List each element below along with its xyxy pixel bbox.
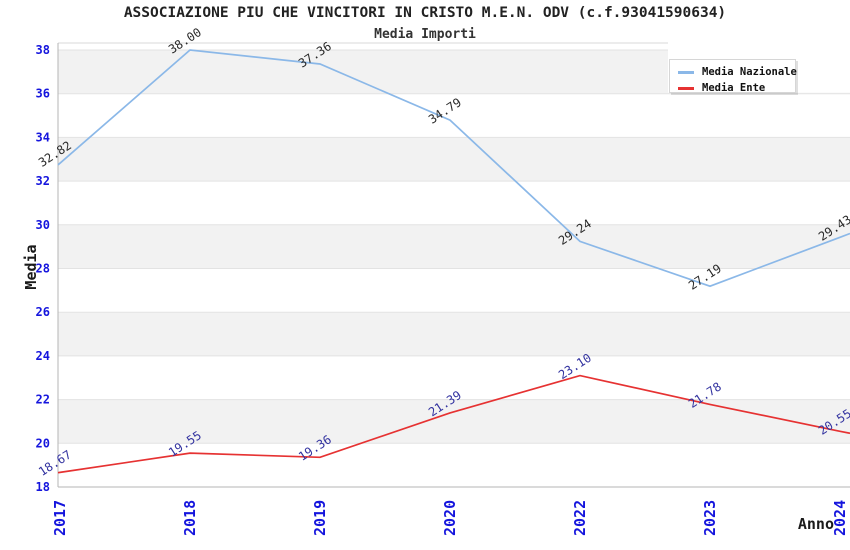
y-tick-label: 20	[36, 436, 50, 450]
y-tick-label: 32	[36, 174, 50, 188]
x-tick-label: 2023	[701, 500, 719, 536]
data-label-media-nazionale: 34.79	[426, 95, 464, 126]
chart-subtitle: Media Importi	[374, 27, 476, 42]
legend-item-media-nazionale: Media Nazionale	[678, 65, 797, 79]
plot-band	[58, 312, 850, 356]
x-tick-label: 2020	[441, 500, 459, 536]
y-tick-label: 28	[36, 262, 50, 276]
x-axis-title: Anno	[798, 515, 834, 533]
legend-swatch-media-ente	[678, 86, 694, 90]
y-axis-title: Media	[22, 244, 40, 289]
x-tick-label: 2022	[571, 500, 589, 536]
x-tick-label: 2024	[831, 500, 849, 536]
series-line-media-nazionale	[57, 49, 850, 288]
x-tick-label: 2018	[181, 500, 199, 536]
y-tick-label: 24	[36, 349, 50, 363]
data-label-media-ente: 18.67	[36, 447, 74, 478]
legend: Media Nazionale Media Ente	[669, 59, 797, 95]
legend-item-media-ente: Media Ente	[678, 81, 795, 95]
legend-label-media-ente: Media Ente	[702, 82, 766, 94]
y-tick-label: 38	[36, 43, 50, 57]
y-tick-label: 36	[36, 87, 50, 101]
y-tick-label: 34	[36, 130, 50, 144]
y-tick-label: 22	[36, 393, 50, 407]
x-tick-label: 2019	[311, 500, 329, 536]
plot-band	[58, 137, 850, 182]
y-tick-label: 30	[36, 218, 50, 232]
y-tick-label: 18	[36, 480, 50, 494]
legend-swatch-media-nazionale	[678, 70, 694, 74]
chart-title: ASSOCIAZIONE PIU CHE VINCITORI IN CRISTO…	[123, 5, 727, 21]
series-line-media-ente	[57, 374, 850, 474]
y-tick-label: 26	[36, 305, 50, 319]
legend-label-media-nazionale: Media Nazionale	[702, 66, 797, 78]
x-tick-label: 2017	[51, 500, 69, 536]
plot-band	[58, 224, 850, 269]
